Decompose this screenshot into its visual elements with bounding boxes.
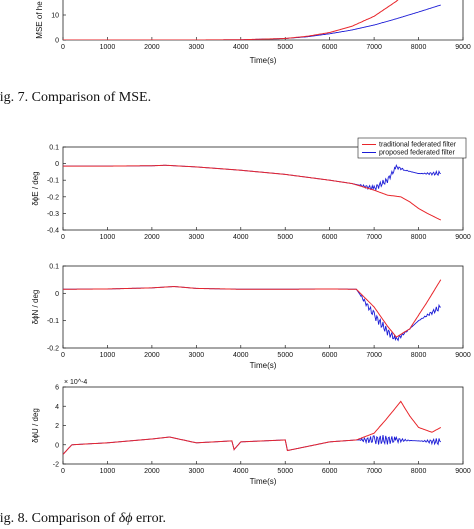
x-tick-label: 1000 — [100, 234, 116, 241]
x-tick-label: 8000 — [411, 352, 427, 359]
x-tick-label: 3000 — [189, 234, 205, 241]
fig8-caption: Fig. 8. Comparison of δϕ error. — [0, 511, 166, 527]
x-tick-label: 9000 — [455, 234, 471, 241]
x-tick-label: 9000 — [455, 44, 471, 51]
axes-frame — [62, 386, 464, 465]
x-tick-label: 6000 — [322, 44, 338, 51]
fig8-caption-symbol: δϕ — [118, 511, 133, 526]
y-axis-label: δϕE / deg — [31, 171, 40, 205]
y-tick-label: 10 — [51, 13, 59, 20]
x-tick-label: 7000 — [366, 352, 382, 359]
panel-1: 0 1000 2000 3000 4000 5000 6000 7000 8000 9000 0 10… — [35, 0, 471, 65]
y-tick-label: 2 — [55, 423, 59, 430]
x-tick-label: 4000 — [233, 352, 249, 359]
y-tick-label: -0.1 — [47, 318, 59, 325]
y-tick-label: 4 — [55, 404, 59, 411]
y-tick-label: 0 — [55, 38, 59, 45]
axes-frame — [62, 265, 464, 349]
y-tick-label: -0.2 — [47, 346, 59, 353]
y-tick-label: 6 — [55, 385, 59, 392]
x-tick-label: 0 — [61, 468, 65, 475]
x-tick-label: 3000 — [189, 44, 205, 51]
panel-4: 0 1000 2000 3000 4000 5000 6000 7000 8000 9000 6 4 2… — [31, 379, 471, 486]
x-tick-label: 7000 — [366, 44, 382, 51]
y-tick-label: 0 — [55, 442, 59, 449]
y-multiplier-label: × 10^-4 — [64, 379, 87, 386]
x-tick-label: 4000 — [233, 234, 249, 241]
axes-frame — [62, 146, 464, 231]
x-tick-label: 1000 — [100, 352, 116, 359]
x-tick-label: 7000 — [366, 468, 382, 475]
x-tick-label: 0 — [61, 234, 65, 241]
x-tick-label: 4000 — [233, 468, 249, 475]
series-line-traditional — [63, 279, 442, 338]
legend-label: traditional federated filter — [379, 142, 457, 149]
x-axis-label: Time(s) — [250, 56, 277, 65]
x-tick-label: 6000 — [322, 468, 338, 475]
y-tick-label: -0.3 — [47, 211, 59, 218]
y-tick-label: 0.1 — [49, 264, 59, 271]
x-tick-label: 8000 — [411, 234, 427, 241]
x-tick-label: 9000 — [455, 352, 471, 359]
fig8-caption-suffix: error. — [132, 511, 166, 526]
x-axis-label: Time(s) — [250, 477, 277, 486]
legend-box — [357, 137, 467, 159]
series-line-proposed — [63, 164, 441, 192]
x-tick-label: 8000 — [411, 44, 427, 51]
x-tick-label: 5000 — [277, 44, 293, 51]
x-tick-label: 0 — [61, 44, 65, 51]
x-tick-label: 5000 — [277, 468, 293, 475]
y-axis-label: δϕN / deg — [31, 290, 40, 325]
x-tick-label: 2000 — [144, 234, 160, 241]
x-tick-label: 4000 — [233, 44, 249, 51]
x-axis-label: Time(s) — [250, 361, 277, 370]
y-tick-label: -2 — [53, 462, 59, 469]
series-line-proposed — [63, 4, 441, 40]
x-tick-label: 2000 — [144, 468, 160, 475]
y-tick-label: 0 — [55, 161, 59, 168]
series-line-traditional — [63, 0, 399, 40]
x-tick-label: 7000 — [366, 234, 382, 241]
series-line-proposed — [63, 435, 442, 455]
panel-3: 0 1000 2000 3000 4000 5000 6000 7000 8000 9000 0.1… — [31, 264, 471, 371]
x-tick-label: 1000 — [100, 468, 116, 475]
x-tick-label: 2000 — [144, 352, 160, 359]
x-tick-label: 5000 — [277, 234, 293, 241]
x-tick-label: 5000 — [277, 352, 293, 359]
fig8-caption-prefix: Fig. 8. Comparison of — [0, 511, 119, 526]
y-axis-label: δϕU / deg — [31, 408, 40, 443]
y-tick-label: 0.1 — [49, 145, 59, 152]
y-tick-label: 0 — [55, 291, 59, 298]
series-line-proposed — [63, 286, 441, 342]
y-tick-label: -0.1 — [47, 178, 59, 185]
y-tick-label: -0.2 — [47, 194, 59, 201]
series-line-traditional — [63, 400, 442, 455]
series-line-traditional — [63, 164, 442, 221]
panel-2: 0 1000 2000 3000 4000 5000 6000 7000 8000 9000 0.1… — [31, 137, 471, 241]
x-tick-label: 3000 — [189, 468, 205, 475]
x-tick-label: 2000 — [144, 44, 160, 51]
y-axis-label: MSE of he — [35, 1, 44, 39]
axes-frame — [62, 0, 464, 41]
x-tick-label: 6000 — [322, 234, 338, 241]
x-tick-label: 8000 — [411, 468, 427, 475]
x-tick-label: 3000 — [189, 352, 205, 359]
y-tick-label: -0.4 — [47, 228, 59, 235]
x-tick-label: 6000 — [322, 352, 338, 359]
fig7-caption: Fig. 7. Comparison of MSE. — [0, 90, 152, 105]
x-tick-label: 9000 — [455, 468, 471, 475]
x-tick-label: 1000 — [100, 44, 116, 51]
legend-label: proposed federated filter — [379, 150, 456, 157]
x-tick-label: 0 — [61, 352, 65, 359]
